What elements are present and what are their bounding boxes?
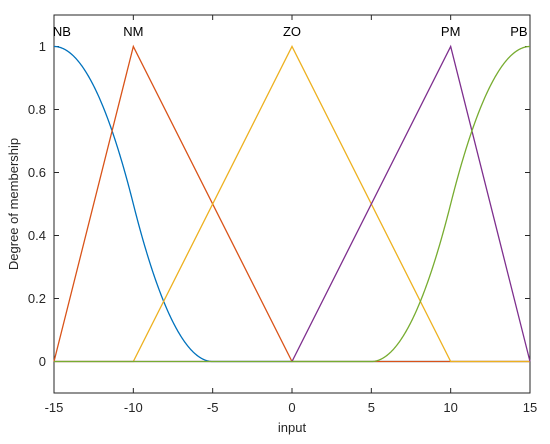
y-tick-label: 0.6 [28, 165, 46, 180]
peak-label-pm: PM [441, 24, 461, 39]
x-tick-label: -5 [207, 400, 219, 415]
x-tick-label: -10 [124, 400, 143, 415]
plot-area [53, 14, 531, 394]
y-axis-label: Degree of membership [6, 138, 21, 270]
peak-label-nm: NM [123, 24, 143, 39]
peak-label-pb: PB [510, 24, 527, 39]
series-line-pb [54, 45, 531, 363]
y-tick-label: 0.4 [28, 228, 46, 243]
y-tick-label: 0.2 [28, 291, 46, 306]
y-tick-label: 0 [39, 354, 46, 369]
x-tick-label: 5 [368, 400, 375, 415]
series-layer [53, 44, 531, 363]
y-tick-label: 0.8 [28, 102, 46, 117]
x-tick-label: 15 [523, 400, 537, 415]
peak-label-zo: ZO [283, 24, 301, 39]
x-tick-label: 0 [288, 400, 295, 415]
x-tick-label: 10 [443, 400, 457, 415]
y-tick-label: 1 [39, 39, 46, 54]
peak-label-nb: NB [53, 24, 71, 39]
peak-labels-layer: NB NM ZO PM PB [53, 24, 528, 39]
x-tick-label: -15 [45, 400, 64, 415]
x-axis-label: input [278, 420, 307, 435]
